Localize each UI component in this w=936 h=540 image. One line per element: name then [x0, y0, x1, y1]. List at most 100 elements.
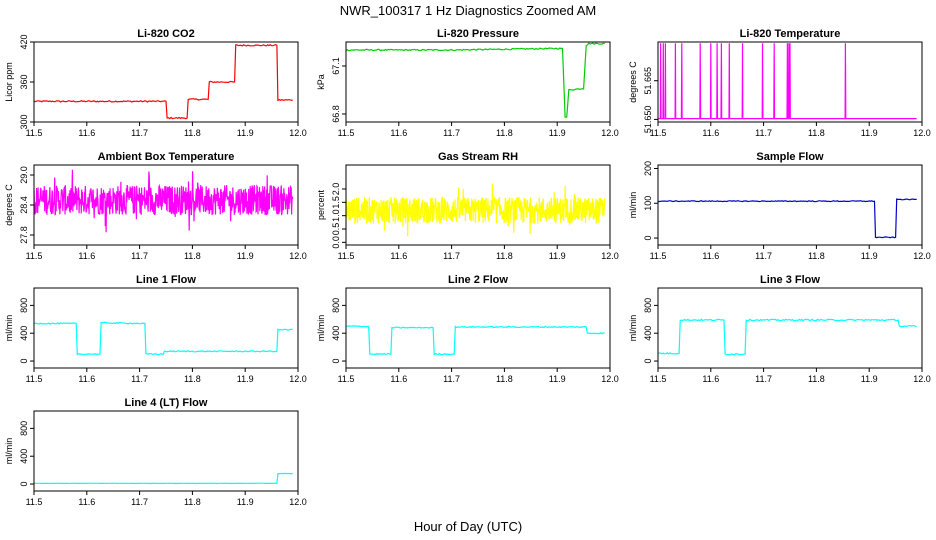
x-tick-label: 11.5 — [650, 374, 667, 384]
x-tick-label: 11.8 — [184, 128, 201, 138]
y-tick-label: 0.5 — [331, 223, 341, 236]
series-line — [33, 472, 293, 485]
x-tick-label: 11.8 — [496, 251, 513, 261]
panel-title: Li-820 Pressure — [437, 28, 519, 40]
series-line — [345, 325, 605, 356]
panel-title: Line 4 (LT) Flow — [125, 397, 208, 409]
x-tick-label: 12.0 — [289, 374, 307, 384]
y-tick-label: 400 — [19, 449, 29, 464]
x-tick-label: 11.8 — [184, 374, 201, 384]
x-tick-label: 11.7 — [443, 374, 460, 384]
series-line — [658, 43, 917, 120]
x-tick-label: 12.0 — [289, 128, 307, 138]
x-tick-label: 11.7 — [443, 251, 460, 261]
x-tick-label: 11.8 — [496, 374, 513, 384]
x-tick-label: 11.7 — [443, 128, 460, 138]
y-tick-label: 1.5 — [331, 196, 341, 209]
series-line — [657, 318, 917, 356]
plot-frame — [345, 287, 611, 369]
x-tick-label: 12.0 — [601, 374, 619, 384]
x-tick-label: 12.0 — [289, 251, 307, 261]
y-tick-label: 29.0 — [19, 166, 29, 184]
panel-title: Sample Flow — [756, 151, 824, 163]
x-tick-label: 12.0 — [289, 497, 307, 507]
x-tick-label: 11.5 — [650, 128, 667, 138]
x-tick-label: 11.7 — [131, 251, 148, 261]
x-tick-label: 11.6 — [78, 497, 95, 507]
series-line — [33, 321, 293, 356]
y-tick-label: 0 — [331, 359, 341, 364]
panel-title: Ambient Box Temperature — [98, 151, 235, 163]
y-tick-label: 0 — [643, 359, 653, 364]
panel-3: Li-820 Temperature degrees C 11.5 11.6 11.7 1… — [628, 28, 931, 138]
x-tick-label: 11.7 — [755, 251, 772, 261]
x-tick-label: 11.7 — [755, 128, 772, 138]
x-tick-label: 11.6 — [390, 374, 407, 384]
y-tick-label: 0.0 — [331, 236, 341, 249]
x-tick-label: 11.8 — [808, 128, 825, 138]
y-tick-label: 67.1 — [331, 57, 341, 75]
panel-ylabel: Licor ppm — [4, 62, 14, 102]
x-tick-label: 12.0 — [601, 251, 619, 261]
panel-10: Line 4 (LT) Flow ml/min 11.5 11.6 11.7 11.8 11… — [4, 397, 307, 507]
panel-ylabel: degrees C — [628, 61, 638, 103]
x-tick-label: 11.7 — [131, 497, 148, 507]
x-tick-label: 11.5 — [26, 251, 43, 261]
y-tick-label: 400 — [331, 326, 341, 341]
series-line — [33, 169, 294, 233]
x-tick-label: 11.9 — [861, 128, 878, 138]
plot-frame — [657, 287, 923, 369]
panel-ylabel: ml/min — [316, 315, 326, 342]
x-tick-label: 11.5 — [338, 374, 355, 384]
panel-ylabel: ml/min — [4, 315, 14, 342]
panel-2: Li-820 Pressure kPa 11.5 11.6 11.7 11.8 11.9 12… — [316, 28, 619, 138]
x-tick-label: 12.0 — [913, 251, 931, 261]
x-tick-label: 11.9 — [549, 251, 566, 261]
y-tick-label: 51.665 — [643, 67, 653, 95]
panel-title: Line 1 Flow — [136, 274, 196, 286]
panel-1: Li-820 CO2 Licor ppm 11.5 11.6 11.7 11.8 11.9 1… — [4, 28, 307, 138]
x-tick-label: 11.7 — [131, 374, 148, 384]
x-tick-label: 11.8 — [184, 251, 201, 261]
x-tick-label: 11.5 — [650, 251, 667, 261]
panel-title: Li-820 Temperature — [740, 28, 841, 40]
plot-frame — [345, 164, 611, 246]
y-tick-label: 800 — [331, 298, 341, 313]
y-tick-label: 400 — [19, 326, 29, 341]
x-tick-label: 11.9 — [861, 374, 878, 384]
series-line — [345, 42, 605, 118]
x-tick-label: 11.7 — [131, 128, 148, 138]
y-tick-label: 51.650 — [643, 106, 653, 134]
panel-4: Ambient Box Temperature degrees C 11.5 11.6… — [4, 151, 307, 261]
x-tick-label: 11.6 — [78, 128, 95, 138]
x-tick-label: 11.6 — [702, 251, 719, 261]
y-tick-label: 27.8 — [19, 226, 29, 244]
series-line — [345, 183, 606, 237]
x-tick-label: 11.5 — [26, 128, 43, 138]
y-tick-label: 0 — [643, 236, 653, 241]
x-tick-label: 11.7 — [755, 374, 772, 384]
x-tick-label: 11.6 — [702, 128, 719, 138]
x-tick-label: 11.5 — [26, 374, 43, 384]
x-tick-label: 12.0 — [601, 128, 619, 138]
panel-7: Line 1 Flow ml/min 11.5 11.6 11.7 11.8 11.9 12.… — [4, 274, 307, 384]
panel-5: Gas Stream RH percent 11.5 11.6 11.7 11.8 11.9… — [316, 151, 619, 261]
panel-ylabel: degrees C — [4, 184, 14, 226]
panel-ylabel: ml/min — [628, 192, 638, 219]
y-tick-label: 400 — [643, 326, 653, 341]
x-tick-label: 11.8 — [808, 251, 825, 261]
y-tick-label: 100 — [643, 196, 653, 211]
x-tick-label: 11.9 — [237, 128, 254, 138]
panel-9: Line 3 Flow ml/min 11.5 11.6 11.7 11.8 11.9 12.… — [628, 274, 931, 384]
plot-frame — [33, 410, 299, 492]
y-tick-label: 300 — [19, 114, 29, 129]
panel-grid: Li-820 CO2 Licor ppm 11.5 11.6 11.7 11.8 11.9 1… — [4, 28, 931, 507]
y-tick-label: 0 — [19, 482, 29, 487]
panel-title: Line 3 Flow — [760, 274, 820, 286]
y-tick-label: 0 — [19, 359, 29, 364]
x-tick-label: 11.6 — [390, 251, 407, 261]
panel-title: Li-820 CO2 — [137, 28, 194, 40]
panel-ylabel: kPa — [316, 74, 326, 90]
figure-xlabel: Hour of Day (UTC) — [414, 519, 522, 534]
figure-title: NWR_100317 1 Hz Diagnostics Zoomed AM — [340, 3, 597, 18]
